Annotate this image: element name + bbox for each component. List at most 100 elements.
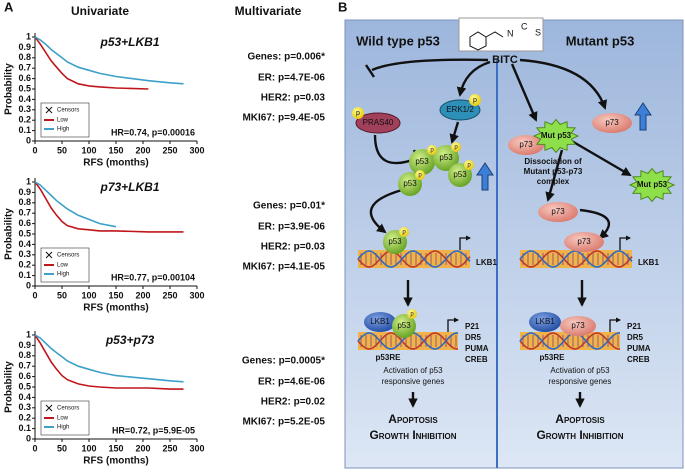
censor-marker (45, 404, 53, 412)
y-tick-label: 0.3 (18, 104, 31, 114)
y-tick-label: 1 (26, 329, 31, 339)
legend-label: Low (57, 118, 69, 124)
y-tick-label: 0.7 (18, 63, 31, 73)
caption: complex (537, 177, 570, 186)
tss-arrow (619, 235, 632, 250)
y-tick-label: 0.1 (18, 270, 31, 280)
response-element: p53RE (540, 353, 566, 362)
outcome: Growth Inhibition (369, 428, 456, 442)
protein-label: LKB1 (535, 317, 555, 326)
stat-line: ER: p=3.9E-06 (258, 222, 325, 233)
survival-curve (34, 334, 184, 390)
up-arrow (476, 162, 494, 191)
y-tick-label: 0.3 (18, 402, 31, 412)
phospho (451, 142, 461, 152)
y-tick-label: 1 (26, 31, 31, 41)
x-tick-label: 150 (108, 290, 123, 300)
survival-curve (34, 181, 184, 233)
phospho (399, 227, 409, 237)
target-gene: CREB (465, 355, 488, 364)
y-axis-label: Probability (4, 208, 15, 260)
protein-label: p53 (403, 179, 417, 188)
target-gene: P21 (465, 322, 480, 331)
y-tick-label: 0.6 (18, 218, 31, 228)
protein (564, 232, 604, 252)
mutant-protein (532, 118, 580, 154)
y-tick-label: 0.7 (18, 208, 31, 218)
legend-label: Censors (57, 108, 79, 114)
benzene (469, 31, 487, 51)
legend-label: Censors (57, 406, 79, 412)
protein-label: p73 (571, 321, 585, 330)
y-tick-label: 0.9 (18, 42, 31, 52)
x-tick-label: 300 (189, 290, 204, 300)
protein (355, 112, 401, 134)
header: Multivariate (235, 4, 302, 18)
protein-label: Mut p53 (637, 180, 668, 189)
arrow (510, 63, 538, 122)
outcome: Growth Inhibition (536, 428, 623, 442)
x-tick-label: 200 (135, 145, 150, 155)
tss-arrow (609, 317, 622, 332)
phospho-label: p (454, 145, 458, 151)
header: Univariate (71, 4, 129, 18)
x-tick-label: 50 (57, 290, 67, 300)
survival-curve (34, 36, 184, 85)
phospho (415, 170, 425, 180)
y-axis-label: Probability (4, 63, 15, 115)
y-tick-label: 0.5 (18, 381, 31, 391)
up-arrow (634, 102, 652, 131)
y-tick-label: 0.8 (18, 52, 31, 62)
phospho (352, 107, 364, 119)
dna (357, 250, 471, 268)
phospho (407, 309, 417, 319)
phospho-label: p (418, 173, 422, 179)
target-gene: DR5 (465, 333, 482, 342)
phospho-label: p (356, 110, 360, 117)
compound-label: BITC (492, 54, 518, 66)
atom: N (507, 28, 514, 38)
phospho-label: p (467, 163, 471, 169)
arrow (449, 121, 460, 144)
dna (519, 250, 633, 268)
protein-label: p53 (415, 157, 429, 166)
x-tick-label: 50 (57, 145, 67, 155)
inhibition-bar (365, 64, 375, 78)
target-gene: DR5 (627, 333, 644, 342)
x-tick-label: 250 (162, 145, 177, 155)
protein (433, 145, 459, 171)
target-gene: PUMA (465, 344, 489, 353)
annotation: HR=0.74, p=0.00016 (111, 127, 195, 137)
y-tick-label: 0.8 (18, 197, 31, 207)
target-gene: CREB (627, 355, 650, 364)
y-tick-label: 0.5 (18, 228, 31, 238)
bond (485, 31, 504, 38)
legend-label: Censors (57, 253, 79, 259)
arrow (545, 149, 564, 202)
legend-label: High (57, 127, 69, 133)
y-tick-label: 0.5 (18, 83, 31, 93)
x-tick-label: 100 (81, 443, 96, 453)
caption: Activation of p53 (550, 366, 610, 375)
protein-label: p73 (551, 207, 565, 216)
y-tick-label: 0 (26, 433, 31, 443)
y-tick-label: 0.7 (18, 361, 31, 371)
phospho (464, 160, 474, 170)
phospho-label: p (402, 230, 406, 236)
y-tick-label: 0.2 (18, 260, 31, 270)
y-tick-label: 0.4 (18, 94, 31, 104)
censor-marker (45, 251, 53, 259)
chart-title: p73+LKB1 (99, 180, 159, 194)
annotation: HR=0.72, p=5.9E-05 (112, 425, 195, 435)
caption: responsive genes (549, 377, 612, 386)
section-title: Mutant p53 (566, 33, 635, 48)
x-axis-label: RFS (months) (83, 303, 149, 314)
x-tick-label: 100 (81, 145, 96, 155)
stat-line: Genes: p=0.0005* (242, 356, 325, 367)
atom: C (521, 21, 528, 31)
caption: Activation of p53 (383, 366, 443, 375)
tss-arrow (447, 317, 460, 332)
dna (519, 332, 620, 350)
atom: S (535, 27, 541, 37)
km-chart: 00.10.20.30.40.50.60.70.80.91 0 50 100 150 20… (4, 329, 326, 466)
